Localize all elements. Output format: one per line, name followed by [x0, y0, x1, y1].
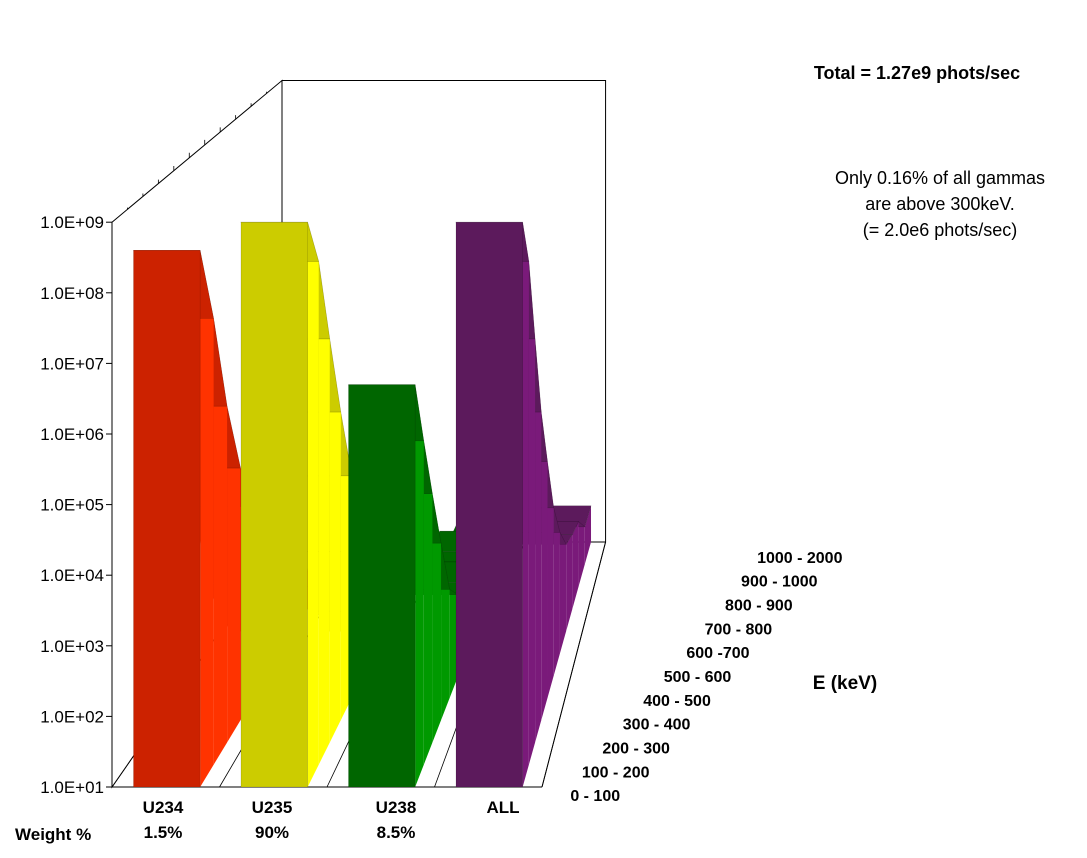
ribbon-front-u234: [133, 249, 201, 788]
note-line-1: Only 0.16% of all gammas: [835, 168, 1045, 188]
ribbon-side-u238-2: [432, 493, 442, 743]
ribbon-side-all-7: [566, 534, 573, 632]
total-annotation: Total = 1.27e9 phots/sec: [814, 63, 1020, 83]
ribbon-side-all-6: [559, 532, 567, 654]
category-weight: 90%: [255, 823, 289, 842]
ribbon-front-all: [455, 221, 523, 788]
category-label: U234: [143, 798, 184, 817]
depth-label: 1000 - 2000: [757, 550, 843, 567]
ytick-label: 1.0E+05: [40, 496, 104, 515]
ytick-label: 1.0E+03: [40, 637, 104, 656]
depth-label: 600 -700: [686, 645, 749, 662]
ytick-label: 1.0E+06: [40, 425, 104, 444]
category-axis-title: Weight %: [15, 825, 91, 844]
depth-label: 700 - 800: [705, 621, 773, 638]
category-weight: 1.5%: [144, 823, 183, 842]
ribbon-side-all-1: [528, 261, 536, 765]
ytick-label: 1.0E+04: [40, 566, 104, 585]
ribbon-side-u234-1: [213, 318, 228, 765]
ribbon-front-u238: [348, 384, 416, 788]
category-weight: 8.5%: [377, 823, 416, 842]
ribbon-side-all-2: [535, 338, 542, 743]
note-line-2: are above 300keV.: [865, 194, 1014, 214]
ribbon-side-all-4: [547, 461, 554, 698]
ribbon-side-u234-2: [227, 406, 241, 743]
depth-label: 400 - 500: [643, 693, 711, 710]
floor-right-edge: [541, 541, 607, 788]
category-label: ALL: [486, 798, 519, 817]
category-label: U238: [376, 798, 417, 817]
ribbon-side-all-8: [572, 521, 579, 609]
depth-label: 200 - 300: [602, 740, 670, 757]
ribbon-side-all-3: [541, 412, 548, 721]
ribbon-front-u235: [240, 221, 308, 788]
depth-axis-title: E (keV): [813, 673, 877, 694]
ytick-label: 1.0E+02: [40, 707, 104, 726]
labels: 1.0E+01 1.0E+02 1.0E+03 1.0E+04 1.0E+05 1.0E+…: [15, 213, 877, 844]
depth-label: 300 - 400: [623, 717, 691, 734]
ribbon-side-u238-1: [423, 440, 433, 765]
ribbon-side-u238-0: [415, 384, 424, 787]
note-line-3: (= 2.0e6 phots/sec): [863, 220, 1018, 240]
depth-label: 0 - 100: [570, 788, 620, 805]
ribbon-u235: [240, 221, 430, 788]
ytick-label: 1.0E+09: [40, 213, 104, 232]
ribbon-side-all-5: [553, 507, 560, 676]
depth-label: 800 - 900: [725, 598, 793, 615]
depth-label: 100 - 200: [582, 764, 650, 781]
ribbon-side-all-0: [522, 222, 529, 787]
depth-label: 500 - 600: [664, 669, 732, 686]
ribbon-side-u234-0: [200, 250, 214, 788]
ribbon-side-u235-0: [307, 222, 319, 787]
ytick-label: 1.0E+07: [40, 354, 104, 373]
depth-label: 900 - 1000: [741, 574, 818, 591]
ytick-label: 1.0E+08: [40, 284, 104, 303]
ribbon-side-all-10: [584, 505, 592, 565]
ribbon-side-all-9: [578, 521, 585, 587]
ribbon-side-u235-2: [329, 338, 341, 743]
ribbons: [133, 221, 592, 788]
category-label: U235: [252, 798, 293, 817]
ribbon-all: [455, 221, 592, 788]
ribbon-side-u235-1: [318, 261, 330, 765]
ytick-label: 1.0E+01: [40, 778, 104, 797]
